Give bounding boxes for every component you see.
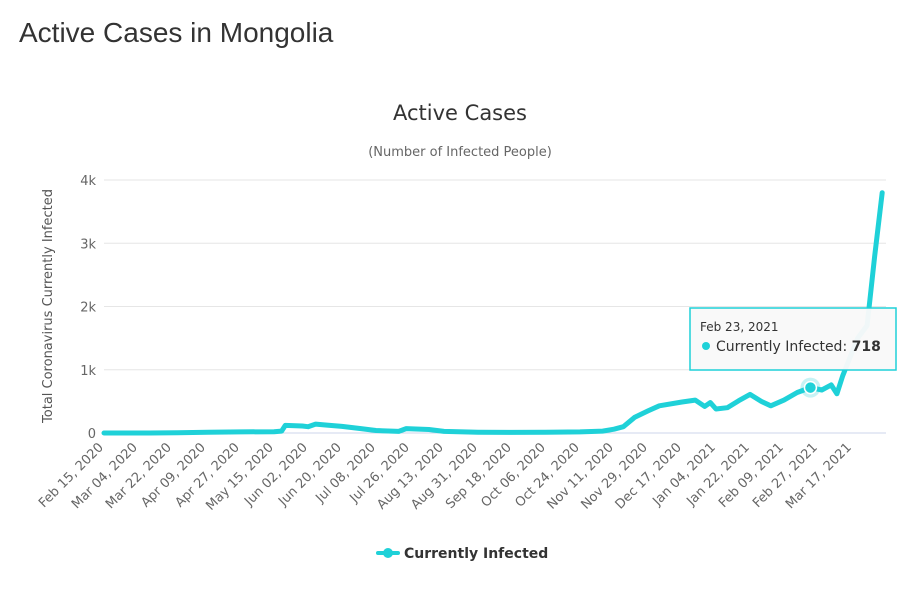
y-tick-label: 1k: [80, 364, 96, 379]
y-tick-label: 4k: [80, 174, 96, 189]
page-heading: Active Cases in Mongolia: [19, 17, 334, 48]
tooltip-series-name: Currently Infected: [716, 339, 842, 355]
legend[interactable]: Currently Infected: [376, 546, 548, 562]
legend-item-currently-infected[interactable]: Currently Infected: [404, 546, 548, 562]
chart-subtitle: (Number of Infected People): [368, 145, 552, 160]
y-tick-label: 3k: [80, 237, 96, 252]
tooltip-separator: :: [842, 339, 851, 355]
legend-marker-icon: [383, 548, 393, 558]
tooltip-text: Currently Infected: 718: [716, 339, 881, 355]
y-axis-label: Total Coronavirus Currently Infected: [41, 189, 56, 424]
series-layer[interactable]: [101, 190, 885, 436]
tooltip-value: 718: [852, 339, 881, 355]
chart-title: Active Cases: [393, 101, 527, 125]
tooltip-box: [689, 307, 897, 371]
tooltip-series-marker: [702, 342, 710, 350]
hover-point[interactable]: [803, 380, 818, 395]
y-tick-label: 2k: [80, 301, 96, 316]
grid-lines: [104, 179, 886, 434]
y-axis-ticks: 0 1k 2k 3k 4k: [80, 174, 96, 442]
tooltip-date: Feb 23, 2021: [700, 320, 779, 334]
y-tick-label: 0: [88, 427, 96, 442]
tooltip: Feb 23, 2021 Currently Infected: 718: [689, 307, 897, 371]
